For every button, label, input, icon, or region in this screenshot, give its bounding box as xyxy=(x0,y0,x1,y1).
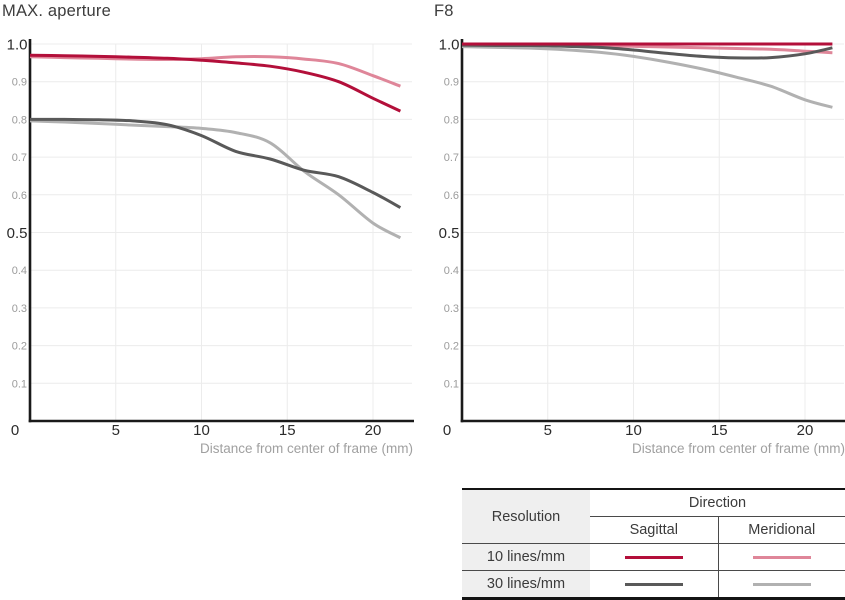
y-tick-minor: 0.1 xyxy=(12,378,27,390)
y-tick-minor: 0.9 xyxy=(444,77,459,89)
x-tick: 0 xyxy=(11,422,19,439)
legend-header-direction: Direction xyxy=(590,489,845,517)
y-tick-major: 0.5 xyxy=(7,225,28,242)
line-swatch-10-meridional-icon xyxy=(752,555,811,559)
legend-header-sagittal: Sagittal xyxy=(629,522,678,538)
y-tick-minor: 0.8 xyxy=(12,114,27,126)
line-swatch-30-meridional-icon xyxy=(752,582,811,586)
legend-header-resolution: Resolution xyxy=(462,489,590,544)
y-tick-minor: 0.7 xyxy=(444,152,459,164)
y-tick-major: 1.0 xyxy=(7,37,28,54)
legend-header-row-direction: Resolution Direction xyxy=(462,489,845,544)
legend-table: Resolution Direction Sagittal Meridional… xyxy=(462,488,845,600)
legend-row-label-10-lines: 10 lines/mm xyxy=(462,543,590,571)
legend-cell-30-sagittal xyxy=(590,570,718,599)
legend-cell-10-sagittal xyxy=(590,543,718,571)
y-tick-minor: 0.1 xyxy=(444,378,459,390)
chart-title-f8: F8 xyxy=(434,2,454,20)
y-tick-minor: 0.3 xyxy=(444,303,459,315)
legend-row-30-lines: 30 lines/mm xyxy=(462,570,845,599)
series-line-10-lines-mm-meridional xyxy=(29,55,401,88)
legend-header-row-subdirections: Sagittal Meridional xyxy=(462,516,845,544)
y-tick-major: 1.0 xyxy=(439,37,460,54)
x-tick: 15 xyxy=(279,422,296,439)
y-tick-minor: 0.9 xyxy=(12,77,27,89)
y-tick-minor: 0.4 xyxy=(444,265,459,277)
x-axis-label: Distance from center of frame (mm) xyxy=(200,441,413,456)
y-tick-minor: 0.6 xyxy=(12,190,27,202)
mtf-chart-f8: 0.1 0.2 0.3 0.4 0.6 0.7 0.8 0.9 0.5 1.0 0 5 10 15 20 Di… xyxy=(439,37,845,456)
legend-cell-10-meridional xyxy=(717,543,845,571)
legend-row-label-30-lines: 30 lines/mm xyxy=(462,570,590,599)
x-axis-label: Distance from center of frame (mm) xyxy=(632,441,845,456)
series-line-30-lines-mm-meridional xyxy=(29,119,402,240)
y-tick-minor: 0.8 xyxy=(444,114,459,126)
x-tick: 0 xyxy=(443,422,451,439)
y-tick-minor: 0.2 xyxy=(12,341,27,353)
y-tick-minor: 0.3 xyxy=(12,303,27,315)
chart-title-max-aperture: MAX. aperture xyxy=(2,2,111,20)
y-tick-minor: 0.6 xyxy=(444,190,459,202)
y-tick-minor: 0.4 xyxy=(12,265,27,277)
x-tick: 5 xyxy=(112,422,120,439)
series-line-30-lines-mm-meridional xyxy=(461,45,833,109)
x-tick: 10 xyxy=(625,422,642,439)
y-tick-minor: 0.7 xyxy=(12,152,27,164)
y-tick-major: 0.5 xyxy=(439,225,460,242)
mtf-chart-max-aperture: 0.1 0.2 0.3 0.4 0.6 0.7 0.8 0.9 0.5 1.0 0 5 10 15 20 Di… xyxy=(7,37,414,456)
x-tick: 10 xyxy=(193,422,210,439)
legend-cell-30-meridional xyxy=(717,570,845,599)
x-tick: 15 xyxy=(711,422,728,439)
line-swatch-30-sagittal-icon xyxy=(624,582,683,586)
series-line-10-lines-mm-sagittal xyxy=(29,53,402,113)
x-tick: 20 xyxy=(365,422,382,439)
legend-header-meridional: Meridional xyxy=(717,516,845,544)
x-tick: 20 xyxy=(797,422,814,439)
y-tick-minor: 0.2 xyxy=(444,341,459,353)
line-swatch-10-sagittal-icon xyxy=(624,555,683,559)
legend-row-10-lines: 10 lines/mm xyxy=(462,543,845,571)
series-line-30-lines-mm-sagittal xyxy=(29,117,402,209)
x-tick: 5 xyxy=(544,422,552,439)
